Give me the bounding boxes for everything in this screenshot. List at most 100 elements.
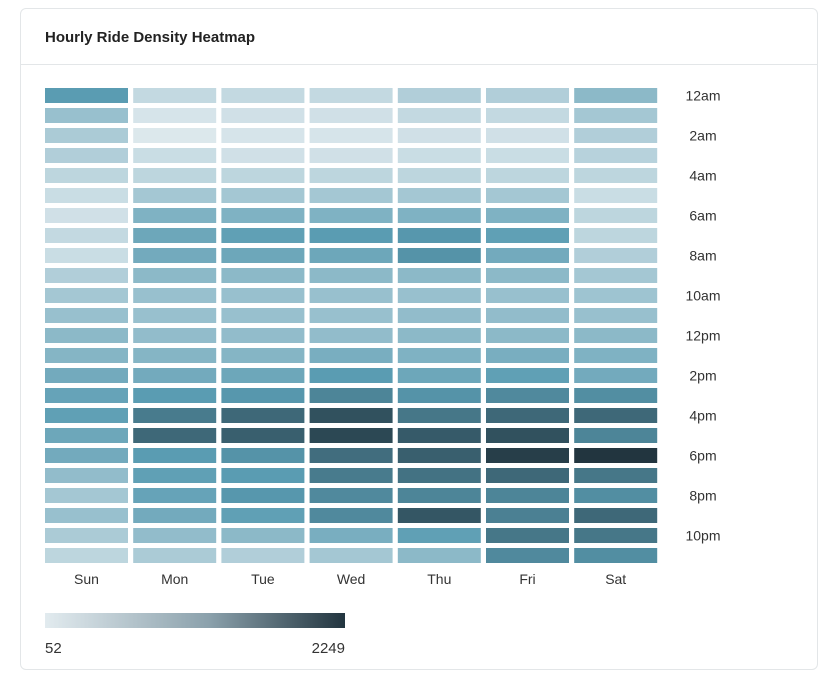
heatmap-cell-tue-10am[interactable]: Tue 10am: 650 bbox=[221, 288, 305, 303]
heatmap-cell-tue-12am[interactable]: Tue 12am: 300 bbox=[221, 88, 305, 103]
heatmap-cell-thu-8am[interactable]: Thu 8am: 1250 bbox=[397, 248, 481, 263]
heatmap-cell-mon-10am[interactable]: Mon 10am: 650 bbox=[133, 288, 217, 303]
heatmap-cell-mon-8am[interactable]: Mon 8am: 950 bbox=[133, 248, 217, 263]
heatmap-cell-tue-9am[interactable]: Tue 9am: 750 bbox=[221, 268, 305, 283]
heatmap-cell-thu-9am[interactable]: Thu 9am: 750 bbox=[397, 268, 481, 283]
heatmap-cell-sat-9am[interactable]: Sat 9am: 550 bbox=[574, 268, 658, 283]
heatmap-cell-tue-8pm[interactable]: Tue 8pm: 1200 bbox=[221, 488, 305, 503]
heatmap-cell-thu-12pm[interactable]: Thu 12pm: 750 bbox=[397, 328, 481, 343]
heatmap-cell-thu-10pm[interactable]: Thu 10pm: 1100 bbox=[397, 528, 481, 543]
heatmap-cell-mon-3pm[interactable]: Mon 3pm: 1150 bbox=[133, 388, 217, 403]
heatmap-cell-fri-10am[interactable]: Fri 10am: 650 bbox=[486, 288, 569, 303]
heatmap-cell-mon-1am[interactable]: Mon 1am: 150 bbox=[133, 108, 217, 123]
heatmap-cell-thu-5pm[interactable]: Thu 5pm: 1850 bbox=[397, 428, 481, 443]
heatmap-cell-tue-1am[interactable]: Tue 1am: 200 bbox=[221, 108, 305, 123]
heatmap-cell-tue-3pm[interactable]: Tue 3pm: 1200 bbox=[221, 388, 305, 403]
heatmap-cell-mon-11am[interactable]: Mon 11am: 650 bbox=[133, 308, 217, 323]
heatmap-cell-wed-4am[interactable]: Wed 4am: 350 bbox=[309, 168, 393, 183]
heatmap-cell-mon-5pm[interactable]: Mon 5pm: 1700 bbox=[133, 428, 217, 443]
heatmap-cell-sun-8am[interactable]: Sun 8am: 250 bbox=[45, 248, 128, 263]
heatmap-cell-mon-4am[interactable]: Mon 4am: 350 bbox=[133, 168, 217, 183]
heatmap-cell-sun-1am[interactable]: Sun 1am: 650 bbox=[45, 108, 128, 123]
heatmap-cell-mon-2pm[interactable]: Mon 2pm: 950 bbox=[133, 368, 217, 383]
heatmap-cell-mon-10pm[interactable]: Mon 10pm: 700 bbox=[133, 528, 217, 543]
heatmap-cell-fri-2am[interactable]: Fri 2am: 200 bbox=[486, 128, 569, 143]
heatmap-cell-thu-1am[interactable]: Thu 1am: 300 bbox=[397, 108, 481, 123]
heatmap-cell-sat-6am[interactable]: Sat 6am: 350 bbox=[574, 208, 658, 223]
heatmap-cell-mon-1pm[interactable]: Mon 1pm: 800 bbox=[133, 348, 217, 363]
heatmap-cell-wed-6pm[interactable]: Wed 6pm: 1650 bbox=[309, 448, 393, 463]
heatmap-cell-mon-12am[interactable]: Mon 12am: 300 bbox=[133, 88, 217, 103]
heatmap-cell-sun-10am[interactable]: Sun 10am: 550 bbox=[45, 288, 128, 303]
heatmap-cell-fri-4am[interactable]: Fri 4am: 350 bbox=[486, 168, 569, 183]
heatmap-cell-mon-5am[interactable]: Mon 5am: 550 bbox=[133, 188, 217, 203]
heatmap-cell-sat-2pm[interactable]: Sat 2pm: 950 bbox=[574, 368, 658, 383]
heatmap-cell-tue-4am[interactable]: Tue 4am: 350 bbox=[221, 168, 305, 183]
heatmap-cell-thu-7am[interactable]: Thu 7am: 1200 bbox=[397, 228, 481, 243]
heatmap-cell-mon-2am[interactable]: Mon 2am: 100 bbox=[133, 128, 217, 143]
heatmap-cell-thu-9pm[interactable]: Thu 9pm: 1900 bbox=[397, 508, 481, 523]
heatmap-cell-wed-11am[interactable]: Wed 11am: 650 bbox=[309, 308, 393, 323]
heatmap-cell-wed-3pm[interactable]: Wed 3pm: 1400 bbox=[309, 388, 393, 403]
heatmap-cell-sun-9pm[interactable]: Sun 9pm: 650 bbox=[45, 508, 128, 523]
heatmap-cell-thu-4am[interactable]: Thu 4am: 350 bbox=[397, 168, 481, 183]
heatmap-cell-tue-7am[interactable]: Tue 7am: 1100 bbox=[221, 228, 305, 243]
heatmap-cell-mon-11pm[interactable]: Mon 11pm: 500 bbox=[133, 548, 217, 563]
heatmap-cell-tue-11am[interactable]: Tue 11am: 650 bbox=[221, 308, 305, 323]
heatmap-cell-wed-5am[interactable]: Wed 5am: 550 bbox=[309, 188, 393, 203]
heatmap-cell-sun-3am[interactable]: Sun 3am: 450 bbox=[45, 148, 128, 163]
heatmap-cell-sun-2am[interactable]: Sun 2am: 500 bbox=[45, 128, 128, 143]
heatmap-cell-thu-6am[interactable]: Thu 6am: 850 bbox=[397, 208, 481, 223]
heatmap-cell-sat-5pm[interactable]: Sat 5pm: 1400 bbox=[574, 428, 658, 443]
heatmap-cell-sat-1am[interactable]: Sat 1am: 550 bbox=[574, 108, 658, 123]
heatmap-cell-tue-5pm[interactable]: Tue 5pm: 1800 bbox=[221, 428, 305, 443]
heatmap-cell-wed-5pm[interactable]: Wed 5pm: 2050 bbox=[309, 428, 393, 443]
heatmap-cell-fri-12am[interactable]: Fri 12am: 450 bbox=[486, 88, 569, 103]
heatmap-cell-fri-5pm[interactable]: Fri 5pm: 1950 bbox=[486, 428, 569, 443]
heatmap-cell-tue-4pm[interactable]: Tue 4pm: 1700 bbox=[221, 408, 305, 423]
heatmap-cell-wed-1pm[interactable]: Wed 1pm: 900 bbox=[309, 348, 393, 363]
heatmap-cell-wed-7pm[interactable]: Wed 7pm: 1500 bbox=[309, 468, 393, 483]
heatmap-cell-thu-2am[interactable]: Thu 2am: 200 bbox=[397, 128, 481, 143]
heatmap-cell-fri-9pm[interactable]: Fri 9pm: 1450 bbox=[486, 508, 569, 523]
heatmap-cell-thu-12am[interactable]: Thu 12am: 450 bbox=[397, 88, 481, 103]
heatmap-cell-sat-3pm[interactable]: Sat 3pm: 1300 bbox=[574, 388, 658, 403]
heatmap-cell-fri-7am[interactable]: Fri 7am: 1100 bbox=[486, 228, 569, 243]
heatmap-cell-sat-12pm[interactable]: Sat 12pm: 750 bbox=[574, 328, 658, 343]
heatmap-cell-mon-8pm[interactable]: Mon 8pm: 1050 bbox=[133, 488, 217, 503]
heatmap-cell-sun-4am[interactable]: Sun 4am: 350 bbox=[45, 168, 128, 183]
heatmap-cell-sun-11am[interactable]: Sun 11am: 650 bbox=[45, 308, 128, 323]
heatmap-cell-tue-7pm[interactable]: Tue 7pm: 1150 bbox=[221, 468, 305, 483]
heatmap-cell-wed-1am[interactable]: Wed 1am: 200 bbox=[309, 108, 393, 123]
heatmap-cell-sun-11pm[interactable]: Sun 11pm: 350 bbox=[45, 548, 128, 563]
heatmap-cell-mon-4pm[interactable]: Mon 4pm: 1500 bbox=[133, 408, 217, 423]
heatmap-cell-tue-12pm[interactable]: Tue 12pm: 700 bbox=[221, 328, 305, 343]
heatmap-cell-thu-4pm[interactable]: Thu 4pm: 1550 bbox=[397, 408, 481, 423]
heatmap-cell-tue-3am[interactable]: Tue 3am: 200 bbox=[221, 148, 305, 163]
heatmap-cell-fri-10pm[interactable]: Fri 10pm: 1550 bbox=[486, 528, 569, 543]
heatmap-cell-sat-10pm[interactable]: Sat 10pm: 1550 bbox=[574, 528, 658, 543]
heatmap-cell-sun-12pm[interactable]: Sun 12pm: 750 bbox=[45, 328, 128, 343]
heatmap-cell-tue-2am[interactable]: Tue 2am: 150 bbox=[221, 128, 305, 143]
heatmap-cell-sat-9pm[interactable]: Sat 9pm: 1700 bbox=[574, 508, 658, 523]
heatmap-cell-mon-9pm[interactable]: Mon 9pm: 950 bbox=[133, 508, 217, 523]
heatmap-cell-sun-9am[interactable]: Sun 9am: 450 bbox=[45, 268, 128, 283]
heatmap-cell-fri-7pm[interactable]: Fri 7pm: 1700 bbox=[486, 468, 569, 483]
heatmap-cell-sun-5am[interactable]: Sun 5am: 250 bbox=[45, 188, 128, 203]
heatmap-cell-sat-7am[interactable]: Sat 7am: 350 bbox=[574, 228, 658, 243]
heatmap-cell-wed-9am[interactable]: Wed 9am: 750 bbox=[309, 268, 393, 283]
heatmap-cell-sat-10am[interactable]: Sat 10am: 600 bbox=[574, 288, 658, 303]
heatmap-cell-sat-1pm[interactable]: Sat 1pm: 850 bbox=[574, 348, 658, 363]
heatmap-cell-fri-1am[interactable]: Fri 1am: 300 bbox=[486, 108, 569, 123]
heatmap-cell-mon-6am[interactable]: Mon 6am: 850 bbox=[133, 208, 217, 223]
heatmap-cell-thu-2pm[interactable]: Thu 2pm: 1000 bbox=[397, 368, 481, 383]
heatmap-cell-fri-12pm[interactable]: Fri 12pm: 750 bbox=[486, 328, 569, 343]
heatmap-cell-sun-3pm[interactable]: Sun 3pm: 1050 bbox=[45, 388, 128, 403]
heatmap-cell-thu-6pm[interactable]: Thu 6pm: 1800 bbox=[397, 448, 481, 463]
heatmap-cell-sat-4am[interactable]: Sat 4am: 350 bbox=[574, 168, 658, 183]
heatmap-cell-fri-8pm[interactable]: Fri 8pm: 1400 bbox=[486, 488, 569, 503]
heatmap-cell-sat-5am[interactable]: Sat 5am: 250 bbox=[574, 188, 658, 203]
heatmap-cell-mon-7am[interactable]: Mon 7am: 1000 bbox=[133, 228, 217, 243]
heatmap-cell-thu-8pm[interactable]: Thu 8pm: 1400 bbox=[397, 488, 481, 503]
heatmap-cell-fri-6pm[interactable]: Fri 6pm: 2150 bbox=[486, 448, 569, 463]
